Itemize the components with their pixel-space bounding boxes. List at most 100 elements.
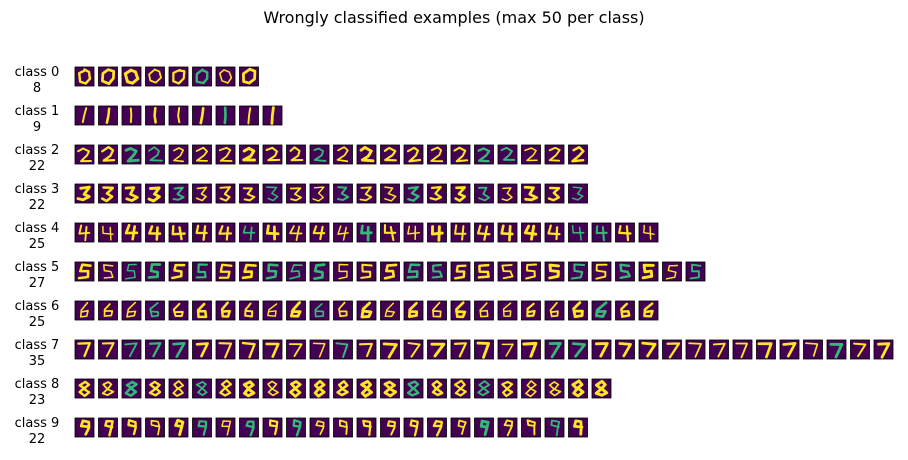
thumbnail-background [403, 222, 424, 243]
digit-stroke [127, 419, 137, 436]
digit-stroke [172, 380, 185, 397]
misclassified-thumbnail [474, 378, 494, 399]
digit-stroke [77, 68, 92, 85]
digit-stroke [408, 301, 419, 318]
misclassified-thumbnail [121, 66, 142, 87]
misclassified-thumbnail [497, 300, 518, 321]
misclassified-thumbnail [474, 339, 494, 360]
thumbnail-background [356, 417, 377, 438]
digit-stroke [265, 342, 280, 358]
misclassified-thumbnail [544, 417, 565, 438]
misclassified-thumbnail [591, 222, 612, 243]
misclassified-thumbnail [286, 183, 306, 204]
misclassified-thumbnail [685, 339, 706, 360]
misclassified-thumbnail [215, 66, 236, 87]
misclassified-thumbnail [380, 300, 400, 321]
digit-stroke [430, 146, 444, 163]
misclassified-thumbnail [239, 144, 259, 165]
digit-stroke [129, 107, 133, 124]
misclassified-thumbnail [450, 378, 471, 399]
digit-stroke [249, 226, 253, 241]
misclassified-thumbnail [427, 261, 447, 282]
row-count: 35 [28, 354, 46, 369]
misclassified-thumbnail [638, 222, 659, 243]
misclassified-thumbnail [215, 105, 236, 126]
misclassified-thumbnail [74, 144, 95, 165]
digit-stroke [526, 419, 536, 436]
digit-stroke [79, 301, 89, 318]
misclassified-thumbnail [615, 339, 635, 360]
digit-stroke [131, 225, 137, 241]
digit-stroke [407, 342, 421, 358]
digit-stroke [502, 302, 512, 317]
digit-stroke [289, 380, 302, 398]
digit-stroke [335, 342, 349, 358]
misclassified-thumbnail [403, 417, 424, 438]
digit-stroke [319, 225, 324, 241]
digit-stroke [242, 187, 256, 202]
digit-stroke [382, 342, 398, 359]
chart-title: Wrongly classified examples (max 50 per … [263, 8, 645, 27]
digit-stroke [195, 342, 209, 358]
digit-stroke [620, 302, 631, 318]
misclassified-thumbnail [168, 66, 189, 87]
thumbnail-background [262, 300, 283, 321]
row-count: 25 [28, 237, 46, 252]
digit-stroke [384, 302, 396, 318]
misclassified-thumbnail [239, 417, 259, 438]
misclassified-thumbnail [638, 300, 659, 321]
misclassified-thumbnail [403, 339, 424, 360]
misclassified-thumbnail [450, 300, 471, 321]
digit-stroke [383, 263, 398, 280]
misclassified-thumbnail [145, 300, 165, 321]
misclassified-thumbnail [74, 417, 95, 438]
digit-stroke [225, 226, 230, 241]
digit-stroke [195, 146, 208, 162]
misclassified-thumbnail [215, 222, 236, 243]
digit-stroke [242, 380, 256, 398]
digit-stroke [454, 264, 467, 280]
misclassified-thumbnail [192, 105, 212, 126]
digit-stroke [570, 263, 586, 280]
digit-stroke [315, 420, 325, 436]
row-count: 23 [28, 393, 46, 408]
digit-stroke [171, 263, 186, 280]
misclassified-thumbnail [474, 300, 494, 321]
digit-stroke [359, 186, 373, 202]
misclassified-thumbnail [215, 300, 236, 321]
digit-stroke [338, 419, 348, 436]
digit-stroke [649, 225, 652, 240]
digit-stroke [689, 263, 702, 280]
misclassified-thumbnail [521, 300, 541, 321]
misclassified-thumbnail [262, 378, 283, 399]
thumbnail-background [638, 222, 659, 243]
digit-stroke [455, 301, 467, 319]
digit-stroke [196, 302, 208, 319]
digit-stroke [218, 263, 233, 279]
thumbnail-background [333, 417, 353, 438]
row-class-name: class 0 [14, 65, 60, 80]
digit-stroke [525, 380, 537, 398]
misclassified-thumbnail [356, 183, 377, 204]
digit-stroke [336, 146, 349, 163]
digit-stroke [173, 147, 184, 163]
misclassified-thumbnail [873, 339, 894, 360]
misclassified-thumbnail [192, 378, 212, 399]
digit-stroke [245, 420, 255, 437]
misclassified-thumbnail [239, 222, 259, 243]
digit-stroke [313, 379, 326, 398]
digit-stroke [712, 342, 726, 358]
digit-stroke [384, 186, 397, 202]
thumbnail-background [121, 339, 142, 360]
misclassified-thumbnail [168, 222, 189, 243]
digit-stroke [77, 263, 92, 280]
digit-stroke [342, 226, 347, 241]
digit-stroke [172, 341, 186, 358]
digit-stroke [555, 226, 559, 241]
digit-stroke [406, 263, 421, 279]
misclassified-thumbnail [638, 339, 659, 360]
misclassified-thumbnail [239, 300, 259, 321]
digit-stroke [314, 303, 325, 318]
misclassified-thumbnail [450, 183, 471, 204]
thumbnail-background [286, 339, 306, 360]
